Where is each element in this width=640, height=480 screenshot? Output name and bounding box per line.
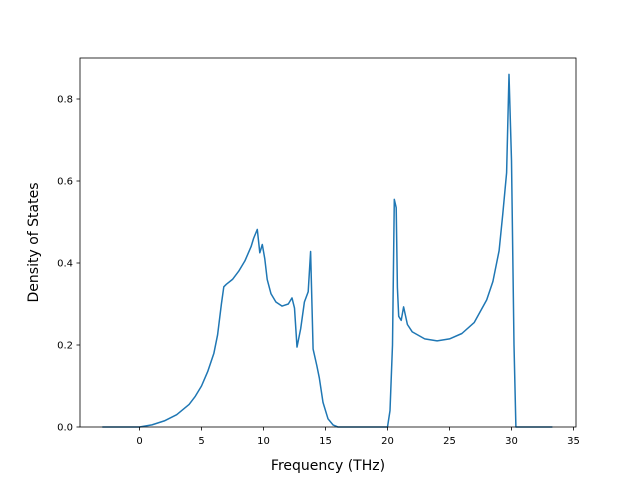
y-axis-label: Density of States [26, 183, 42, 303]
dos-series-line [102, 73, 553, 428]
x-tick-label: 30 [505, 436, 518, 447]
y-tick-label: 0.0 [57, 423, 73, 434]
y-tick-label: 0.8 [57, 95, 73, 106]
y-tick-label: 0.6 [57, 177, 73, 188]
x-tick-label: 5 [198, 436, 204, 447]
plot-area [102, 73, 553, 428]
y-tick-label: 0.4 [57, 259, 73, 270]
x-tick-label: 35 [567, 436, 580, 447]
x-tick-label: 20 [381, 436, 394, 447]
x-tick-label: 10 [257, 436, 270, 447]
x-axis-label: Frequency (THz) [271, 458, 385, 474]
axes-frame [79, 57, 577, 428]
y-tick-label: 0.2 [57, 341, 73, 352]
x-tick-label: 15 [319, 436, 332, 447]
x-tick-label: 0 [136, 436, 142, 447]
axis-ticks: 0 5 10 15 20 25 30 35 0.0 0.2 0.4 0.6 0.8 [57, 95, 580, 448]
x-tick-label: 25 [443, 436, 456, 447]
